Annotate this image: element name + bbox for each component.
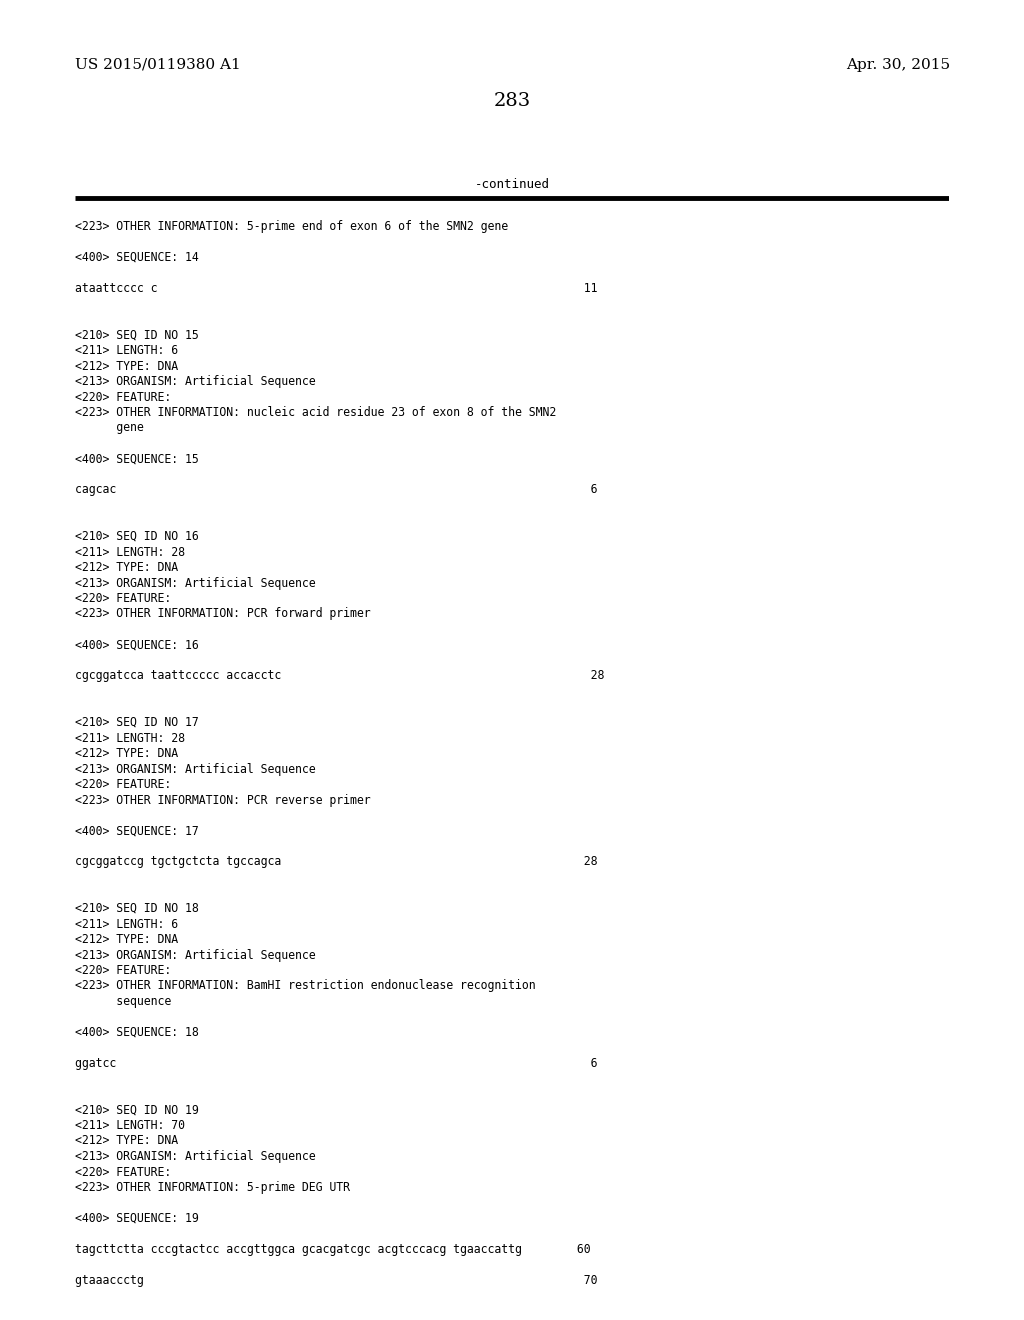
Text: <223> OTHER INFORMATION: PCR forward primer: <223> OTHER INFORMATION: PCR forward pri…	[75, 607, 371, 620]
Text: Apr. 30, 2015: Apr. 30, 2015	[846, 58, 950, 73]
Text: <220> FEATURE:: <220> FEATURE:	[75, 777, 171, 791]
Text: <212> TYPE: DNA: <212> TYPE: DNA	[75, 359, 178, 372]
Text: <210> SEQ ID NO 19: <210> SEQ ID NO 19	[75, 1104, 199, 1117]
Text: sequence: sequence	[75, 995, 171, 1008]
Text: <213> ORGANISM: Artificial Sequence: <213> ORGANISM: Artificial Sequence	[75, 949, 315, 961]
Text: gene: gene	[75, 421, 143, 434]
Text: <211> LENGTH: 70: <211> LENGTH: 70	[75, 1119, 185, 1133]
Text: <210> SEQ ID NO 15: <210> SEQ ID NO 15	[75, 329, 199, 342]
Text: <210> SEQ ID NO 16: <210> SEQ ID NO 16	[75, 531, 199, 543]
Text: 283: 283	[494, 92, 530, 110]
Text: tagcttctta cccgtactcc accgttggca gcacgatcgc acgtcccacg tgaaccattg        60: tagcttctta cccgtactcc accgttggca gcacgat…	[75, 1243, 591, 1257]
Text: <220> FEATURE:: <220> FEATURE:	[75, 591, 171, 605]
Text: cgcggatccg tgctgctcta tgccagca                                            28: cgcggatccg tgctgctcta tgccagca 28	[75, 855, 597, 869]
Text: <213> ORGANISM: Artificial Sequence: <213> ORGANISM: Artificial Sequence	[75, 577, 315, 590]
Text: <223> OTHER INFORMATION: BamHI restriction endonuclease recognition: <223> OTHER INFORMATION: BamHI restricti…	[75, 979, 536, 993]
Text: cagcac                                                                     6: cagcac 6	[75, 483, 597, 496]
Text: <213> ORGANISM: Artificial Sequence: <213> ORGANISM: Artificial Sequence	[75, 1150, 315, 1163]
Text: <210> SEQ ID NO 17: <210> SEQ ID NO 17	[75, 715, 199, 729]
Text: ggatcc                                                                     6: ggatcc 6	[75, 1057, 597, 1071]
Text: <220> FEATURE:: <220> FEATURE:	[75, 1166, 171, 1179]
Text: <400> SEQUENCE: 15: <400> SEQUENCE: 15	[75, 453, 199, 466]
Text: <223> OTHER INFORMATION: 5-prime DEG UTR: <223> OTHER INFORMATION: 5-prime DEG UTR	[75, 1181, 350, 1195]
Text: <400> SEQUENCE: 19: <400> SEQUENCE: 19	[75, 1212, 199, 1225]
Text: <212> TYPE: DNA: <212> TYPE: DNA	[75, 1134, 178, 1147]
Text: <223> OTHER INFORMATION: PCR reverse primer: <223> OTHER INFORMATION: PCR reverse pri…	[75, 793, 371, 807]
Text: <212> TYPE: DNA: <212> TYPE: DNA	[75, 561, 178, 574]
Text: -continued: -continued	[474, 178, 550, 191]
Text: <210> SEQ ID NO 18: <210> SEQ ID NO 18	[75, 902, 199, 915]
Text: <220> FEATURE:: <220> FEATURE:	[75, 391, 171, 404]
Text: <211> LENGTH: 28: <211> LENGTH: 28	[75, 545, 185, 558]
Text: US 2015/0119380 A1: US 2015/0119380 A1	[75, 58, 241, 73]
Text: <213> ORGANISM: Artificial Sequence: <213> ORGANISM: Artificial Sequence	[75, 763, 315, 776]
Text: <400> SEQUENCE: 14: <400> SEQUENCE: 14	[75, 251, 199, 264]
Text: <212> TYPE: DNA: <212> TYPE: DNA	[75, 933, 178, 946]
Text: <212> TYPE: DNA: <212> TYPE: DNA	[75, 747, 178, 760]
Text: <220> FEATURE:: <220> FEATURE:	[75, 964, 171, 977]
Text: ataattcccc c                                                              11: ataattcccc c 11	[75, 282, 597, 294]
Text: <213> ORGANISM: Artificial Sequence: <213> ORGANISM: Artificial Sequence	[75, 375, 315, 388]
Text: <400> SEQUENCE: 16: <400> SEQUENCE: 16	[75, 639, 199, 652]
Text: cgcggatcca taattccccc accacctc                                             28: cgcggatcca taattccccc accacctc 28	[75, 669, 604, 682]
Text: <400> SEQUENCE: 17: <400> SEQUENCE: 17	[75, 825, 199, 837]
Text: <211> LENGTH: 6: <211> LENGTH: 6	[75, 917, 178, 931]
Text: <400> SEQUENCE: 18: <400> SEQUENCE: 18	[75, 1026, 199, 1039]
Text: <211> LENGTH: 28: <211> LENGTH: 28	[75, 731, 185, 744]
Text: gtaaaccctg                                                                70: gtaaaccctg 70	[75, 1274, 597, 1287]
Text: <223> OTHER INFORMATION: nucleic acid residue 23 of exon 8 of the SMN2: <223> OTHER INFORMATION: nucleic acid re…	[75, 407, 556, 418]
Text: <211> LENGTH: 6: <211> LENGTH: 6	[75, 345, 178, 356]
Text: <223> OTHER INFORMATION: 5-prime end of exon 6 of the SMN2 gene: <223> OTHER INFORMATION: 5-prime end of …	[75, 220, 508, 234]
